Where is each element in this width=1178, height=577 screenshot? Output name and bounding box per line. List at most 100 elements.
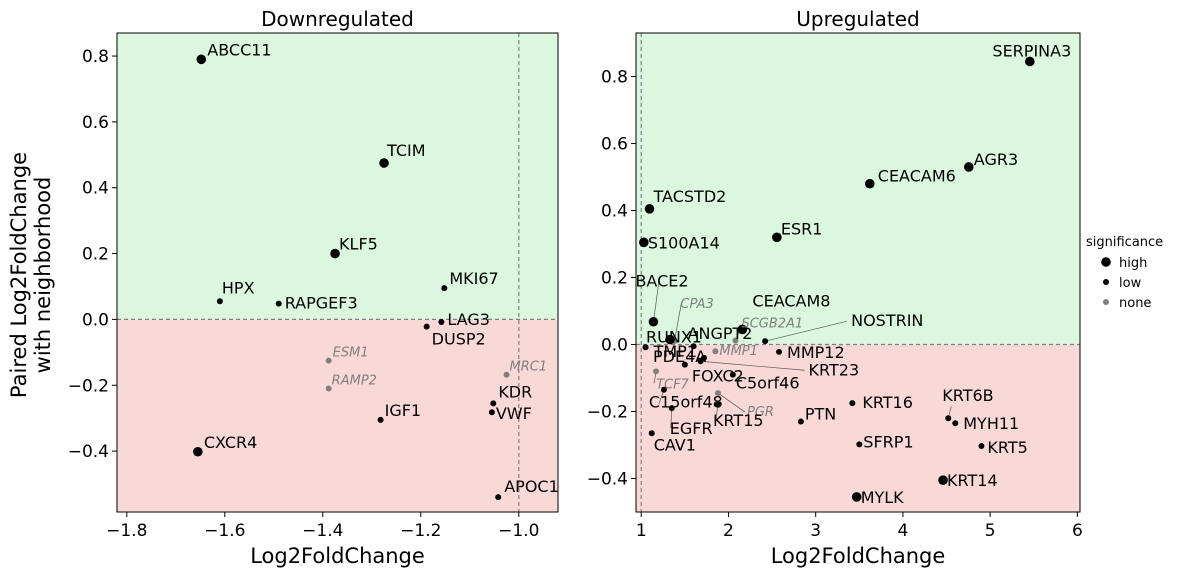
data-point-mmp12 xyxy=(776,348,783,355)
legend-label-low: low xyxy=(1119,276,1142,291)
data-point-krt6b xyxy=(945,415,952,422)
point-label: S100A14 xyxy=(648,233,720,252)
data-point-mrc1 xyxy=(503,371,510,378)
point-label: LAG3 xyxy=(447,310,490,329)
x-tick-label: −1.6 xyxy=(204,521,245,541)
y-tick-label: −0.2 xyxy=(587,403,628,423)
data-point-tcim xyxy=(379,158,389,168)
x-tick-label: −1.4 xyxy=(302,521,343,541)
data-point-c15orf48 xyxy=(660,386,667,393)
negative-region xyxy=(117,319,558,512)
x-tick-label: 6 xyxy=(1072,521,1083,541)
positive-region xyxy=(636,33,1080,345)
data-point-egfr xyxy=(668,405,675,412)
point-label: CEACAM6 xyxy=(878,167,956,186)
legend-marker-high xyxy=(1101,257,1111,267)
point-label: CXCR4 xyxy=(204,433,257,452)
y-axis-label: Paired Log2FoldChange with neighborhood xyxy=(7,152,55,398)
x-tick-label: 1 xyxy=(636,521,647,541)
data-point-foxc2 xyxy=(681,361,688,368)
data-point-myh11 xyxy=(952,420,959,427)
point-label: MRC1 xyxy=(510,360,548,375)
point-label: VWF xyxy=(496,404,532,423)
data-point-ramp2 xyxy=(325,385,332,392)
y-tick-label: 0.2 xyxy=(601,269,628,289)
data-point-pgr xyxy=(714,390,721,397)
data-point-kdr xyxy=(490,400,497,407)
data-point-tacstd2 xyxy=(644,204,655,214)
point-label: KRT6B xyxy=(942,386,993,405)
point-label: KRT23 xyxy=(809,360,860,379)
point-label: HPX xyxy=(222,278,255,297)
point-label: PGR xyxy=(747,405,774,420)
legend-item-high: high xyxy=(1101,256,1147,271)
point-label: ANGPT2 xyxy=(688,324,753,343)
y-tick-label: −0.4 xyxy=(587,470,628,490)
legend-label-high: high xyxy=(1119,256,1147,271)
point-label: C5orf46 xyxy=(736,374,800,393)
y-tick-label: 0.2 xyxy=(82,245,109,265)
point-label: PTN xyxy=(805,405,836,424)
data-point-agr3 xyxy=(963,162,974,172)
legend-item-low: low xyxy=(1103,276,1142,291)
legend-title: significance xyxy=(1086,235,1163,250)
data-point-lag3 xyxy=(438,319,445,326)
x-tick-label: 3 xyxy=(810,521,821,541)
data-point-mylk xyxy=(851,492,862,502)
data-point-krt16 xyxy=(849,400,856,407)
panel-title: Downregulated xyxy=(261,7,414,31)
x-tick-label: −1.8 xyxy=(106,521,147,541)
data-point-c5orf46 xyxy=(729,371,736,378)
point-label: ESR1 xyxy=(781,219,823,238)
point-label: SERPINA3 xyxy=(992,41,1071,60)
point-label: FOXC2 xyxy=(692,367,744,386)
data-point-esr1 xyxy=(772,232,782,243)
y-tick-label: 0.8 xyxy=(82,47,109,67)
data-point-angpt2 xyxy=(690,343,697,350)
x-tick-label: 4 xyxy=(898,521,909,541)
point-label: ABCC11 xyxy=(207,40,271,59)
data-point-ptn xyxy=(797,418,804,425)
y-tick-label: −0.4 xyxy=(68,442,109,462)
data-point-esm1 xyxy=(325,357,332,364)
point-label: CPA3 xyxy=(680,297,713,312)
label-connector xyxy=(765,320,848,342)
point-label: KDR xyxy=(498,382,532,401)
data-point-krt5 xyxy=(978,443,985,450)
legend: significance high low none xyxy=(1086,235,1163,311)
data-point-cxcr4 xyxy=(193,446,203,457)
y-tick-label: 0.8 xyxy=(601,68,628,88)
data-point-hpx xyxy=(216,298,223,305)
point-label: MMP12 xyxy=(787,343,845,362)
data-point-apoc1 xyxy=(495,494,502,501)
point-label: TMP1 xyxy=(653,342,697,361)
y-tick-label: 0.6 xyxy=(82,113,109,133)
data-point-sfrp1 xyxy=(856,441,863,448)
point-label: MMP1 xyxy=(719,344,758,359)
panel-title: Upregulated xyxy=(796,7,919,31)
positive-region xyxy=(117,33,558,320)
y-axis-label-line-2: with neighborhood xyxy=(31,177,55,374)
point-label: MYLK xyxy=(861,488,904,507)
data-point-abcc11 xyxy=(196,54,207,65)
x-tick-label: −1.2 xyxy=(400,521,441,541)
y-tick-label: 0.4 xyxy=(82,179,109,199)
data-point-s100a14 xyxy=(639,237,649,248)
data-point-krt14 xyxy=(938,475,948,485)
panel-upregulated: SERPINA3 AGR3 CEACAM6 TACSTD2 ESR1 S100A14 BAC… xyxy=(587,7,1083,568)
x-axis-label: Log2FoldChange xyxy=(771,544,946,568)
point-label: RAMP2 xyxy=(332,374,377,389)
x-axis-label: Log2FoldChange xyxy=(250,544,425,568)
point-label: KLF5 xyxy=(339,235,378,254)
y-tick-label: 0.0 xyxy=(601,336,628,356)
x-tick-label: 5 xyxy=(985,521,996,541)
data-point-serpina3 xyxy=(1025,56,1035,67)
data-point-runx1 xyxy=(665,334,675,345)
point-label: EGFR xyxy=(670,419,713,438)
point-label: KRT16 xyxy=(862,393,913,412)
data-point-tmp1 xyxy=(642,344,649,351)
legend-label-none: none xyxy=(1119,296,1151,311)
point-label: ESM1 xyxy=(333,346,369,361)
